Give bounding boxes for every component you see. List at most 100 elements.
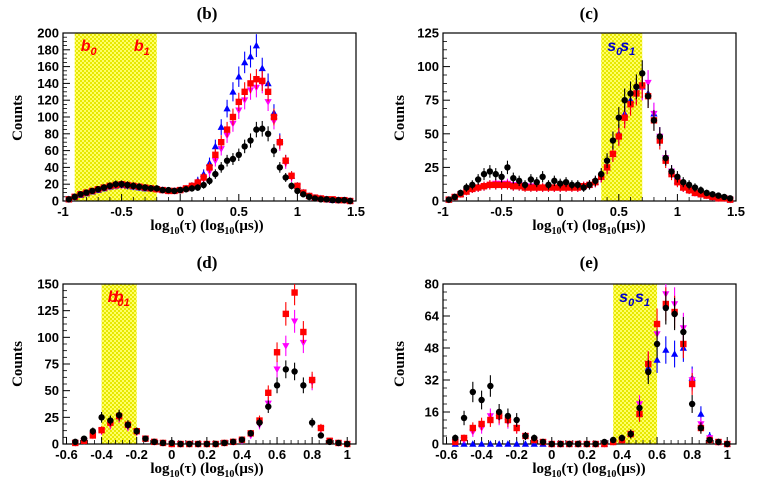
data-point-bkg [300, 382, 307, 389]
data-point-bkg [177, 186, 184, 194]
data-point-bkg [706, 436, 713, 444]
data-point-cs137 [317, 424, 325, 432]
data-point-cs137 [539, 184, 546, 191]
data-point-bkg [259, 125, 266, 132]
data-point-bkg [726, 195, 734, 202]
data-point-bkg [504, 164, 511, 171]
data-point-bkg [335, 196, 342, 204]
data-point-bkg [460, 414, 468, 422]
panel-c: (c) log10(τ) (log10(μs)) Counts bkg 137C… [392, 4, 745, 237]
y-tick-label-d: 50 [45, 383, 59, 398]
band-right-label-d: b1 [114, 289, 130, 309]
data-point-bkg [247, 137, 254, 144]
y-tick-label-d: 100 [37, 330, 59, 345]
data-point-bkg [685, 181, 693, 189]
y-tick-label-c: 0 [432, 194, 439, 209]
x-tick-label-b: -1 [57, 204, 69, 219]
data-point-cd109 [513, 440, 521, 447]
data-point-cs137 [653, 320, 661, 328]
data-point-bkg [452, 434, 459, 442]
data-point-bkg [531, 434, 538, 442]
x-tick-label-e: 1 [724, 447, 731, 462]
data-point-bkg [151, 438, 158, 446]
data-point-bkg [510, 174, 517, 182]
band-left-label-e: s0 [619, 289, 635, 309]
series-bkg-d [72, 360, 351, 448]
data-point-bkg [601, 438, 608, 446]
band-right-label-c: s1 [620, 38, 635, 58]
data-point-bkg [186, 440, 193, 448]
y-tick-label-e: 80 [425, 277, 439, 292]
data-point-cs137 [259, 77, 266, 85]
data-point-bkg [627, 430, 634, 438]
data-point-bkg [291, 368, 298, 375]
data-point-bkg [668, 168, 675, 175]
x-tick-label-b: 0.5 [230, 204, 248, 219]
band-right-label-e: s1 [635, 289, 650, 309]
data-point-bkg [671, 310, 678, 318]
data-point-cs137 [89, 432, 97, 439]
data-point-cd109 [697, 410, 705, 417]
data-point-bkg [247, 430, 254, 437]
data-point-bkg [551, 177, 558, 185]
data-point-bkg [627, 90, 634, 97]
data-point-bkg [715, 438, 722, 446]
data-point-bkg [177, 440, 184, 448]
data-point-cs137 [247, 80, 254, 87]
y-axis-label-b: Counts [10, 95, 26, 141]
data-point-bkg [539, 173, 546, 181]
panel-b: (b) log10(τ) (log10(μs)) Counts b0 b1 -1 -0… [10, 4, 365, 237]
data-point-bkg [583, 440, 591, 448]
data-point-bkg [533, 178, 540, 186]
x-tick-label-e: 0.8 [683, 447, 701, 462]
data-point-cs137 [452, 438, 459, 446]
data-point-bkg [135, 183, 143, 190]
data-point-cs137 [492, 181, 499, 189]
data-point-cd109 [211, 142, 219, 150]
data-point-co60 [299, 339, 307, 347]
data-point-cs137 [206, 164, 213, 171]
data-point-bkg [153, 185, 160, 192]
data-point-bkg [100, 184, 108, 191]
data-point-cs137 [282, 310, 290, 318]
y-tick-label-b: 0 [52, 194, 59, 209]
x-tick-label-c: 1 [674, 204, 681, 219]
data-point-cs137 [533, 184, 540, 191]
data-point-bkg [486, 168, 494, 175]
y-tick-label-e: 16 [425, 405, 439, 420]
data-point-cs137 [562, 184, 570, 191]
data-point-bkg [168, 439, 175, 447]
data-point-cs137 [223, 126, 231, 133]
data-point-bkg [504, 412, 512, 420]
data-point-cs137 [551, 184, 558, 191]
data-point-bkg [709, 191, 716, 198]
data-point-bkg [480, 170, 488, 178]
data-point-cd109 [258, 64, 266, 72]
data-point-bkg [329, 196, 336, 204]
data-point-cs137 [498, 181, 505, 189]
data-point-cs137 [513, 424, 520, 432]
x-tick-label-c: 0 [557, 204, 564, 219]
data-point-cs137 [308, 376, 316, 384]
x-axis-label-c: log10(τ) (log10(μs)) [532, 218, 645, 237]
data-point-bkg [457, 189, 464, 197]
data-point-bkg [142, 435, 149, 442]
y-tick-label-b: 80 [45, 126, 59, 141]
data-point-cd109 [477, 440, 486, 447]
data-point-bkg [124, 181, 131, 189]
data-point-cd109 [217, 123, 225, 130]
data-point-bkg [680, 328, 687, 336]
data-point-cd109 [521, 440, 530, 447]
data-point-bkg [98, 414, 105, 421]
data-point-bkg [188, 185, 196, 192]
panel-title-c: (c) [580, 4, 599, 23]
data-point-bkg [653, 340, 661, 348]
y-axis-label-e: Counts [392, 341, 408, 387]
data-point-bkg [141, 184, 149, 191]
data-point-bkg [586, 181, 593, 189]
data-point-bkg [65, 196, 73, 203]
series-bkg-b [65, 120, 354, 205]
data-point-cd109 [252, 41, 260, 49]
band-left-label-d: b0 [108, 289, 125, 309]
